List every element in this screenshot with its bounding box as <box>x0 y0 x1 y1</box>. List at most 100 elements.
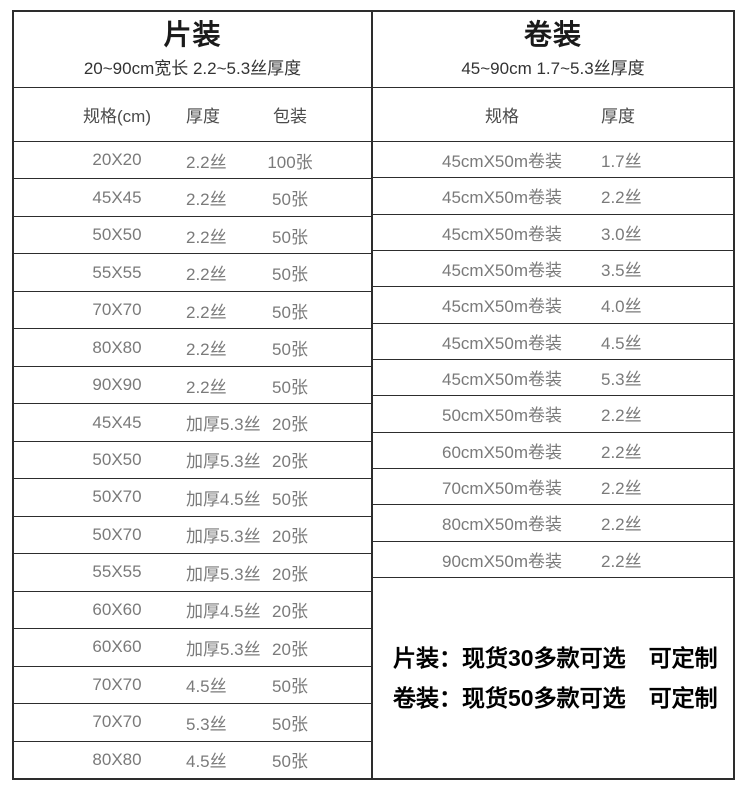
table-row: 60X60 加厚4.5丝 20张 <box>14 592 371 630</box>
table-row: 50X50 2.2丝 50张 <box>14 217 371 255</box>
thickness-cell: 2.2丝 <box>186 227 227 247</box>
thickness-cell: 5.3丝 <box>601 370 642 390</box>
spec-cell: 60cmX50m卷装 <box>442 442 562 462</box>
spec-cell: 50X50 <box>92 225 142 245</box>
pack-cell: 50张 <box>272 377 308 397</box>
spec-cell: 55X55 <box>92 562 142 582</box>
roll-pack-header: 卷装 45~90cm 1.7~5.3丝厚度 <box>373 12 733 88</box>
roll-pack-rows: 45cmX50m卷装 1.7丝 45cmX50m卷装 2.2丝 45cmX50m… <box>373 142 733 578</box>
spec-cell: 50X50 <box>92 449 142 469</box>
table-row: 45X45 加厚5.3丝 20张 <box>14 404 371 442</box>
thickness-cell: 加厚5.3丝 <box>186 452 261 472</box>
table-row: 70cmX50m卷装 2.2丝 <box>373 469 733 506</box>
thickness-cell: 3.0丝 <box>601 224 642 244</box>
spec-cell: 45cmX50m卷装 <box>442 297 562 317</box>
thickness-cell: 2.2丝 <box>601 406 642 426</box>
thickness-cell: 2.2丝 <box>601 551 642 571</box>
pack-cell: 50张 <box>272 489 308 509</box>
spec-cell: 50X70 <box>92 487 142 507</box>
column-header-pack: 包装 <box>273 107 307 126</box>
pack-cell: 20张 <box>272 639 308 659</box>
spec-cell: 45cmX50m卷装 <box>442 188 562 208</box>
pack-cell: 20张 <box>272 452 308 472</box>
table-row: 55X55 2.2丝 50张 <box>14 254 371 292</box>
table-row: 50cmX50m卷装 2.2丝 <box>373 396 733 433</box>
spec-cell: 20X20 <box>92 150 142 170</box>
table-row: 90X90 2.2丝 50张 <box>14 367 371 405</box>
table-row: 60X60 加厚5.3丝 20张 <box>14 629 371 667</box>
thickness-cell: 加厚5.3丝 <box>186 415 261 435</box>
pack-cell: 50张 <box>272 752 308 772</box>
table-row: 80X80 4.5丝 50张 <box>14 742 371 778</box>
table-row: 50X50 加厚5.3丝 20张 <box>14 442 371 480</box>
pack-cell: 50张 <box>272 302 308 322</box>
thickness-cell: 2.2丝 <box>601 479 642 499</box>
thickness-cell: 2.2丝 <box>601 442 642 462</box>
roll-pack-column-header: 规格 厚度 <box>373 88 733 142</box>
spec-cell: 70cmX50m卷装 <box>442 479 562 499</box>
spec-cell: 45cmX50m卷装 <box>442 152 562 172</box>
roll-pack-panel: 卷装 45~90cm 1.7~5.3丝厚度 规格 厚度 45cmX50m卷装 1… <box>373 12 733 778</box>
table-row: 90cmX50m卷装 2.2丝 <box>373 542 733 578</box>
table-row: 45cmX50m卷装 3.5丝 <box>373 251 733 288</box>
table-row: 50X70 加厚4.5丝 50张 <box>14 479 371 517</box>
spec-cell: 70X70 <box>92 674 142 694</box>
spec-cell: 50X70 <box>92 524 142 544</box>
sheet-pack-subtitle: 20~90cm宽长 2.2~5.3丝厚度 <box>83 59 302 79</box>
pack-cell: 50张 <box>272 714 308 734</box>
column-header-thickness: 厚度 <box>601 107 635 126</box>
table-row: 70X70 5.3丝 50张 <box>14 704 371 742</box>
spec-table-box: 片装 20~90cm宽长 2.2~5.3丝厚度 规格(cm) 厚度 包装 20X… <box>12 10 735 780</box>
spec-cell: 45X45 <box>92 187 142 207</box>
thickness-cell: 2.2丝 <box>186 302 227 322</box>
spec-cell: 80X80 <box>92 749 142 769</box>
table-row: 55X55 加厚5.3丝 20张 <box>14 554 371 592</box>
table-row: 45X45 2.2丝 50张 <box>14 179 371 217</box>
thickness-cell: 2.2丝 <box>186 377 227 397</box>
thickness-cell: 2.2丝 <box>601 515 642 535</box>
table-row: 20X20 2.2丝 100张 <box>14 142 371 180</box>
thickness-cell: 2.2丝 <box>186 340 227 360</box>
sheet-pack-note: 片装：现货30多款可选 可定制 <box>393 645 718 671</box>
thickness-cell: 2.2丝 <box>186 152 227 172</box>
thickness-cell: 1.7丝 <box>601 152 642 172</box>
spec-cell: 60X60 <box>92 637 142 657</box>
sheet-pack-title: 片装 <box>163 18 222 50</box>
spec-cell: 45cmX50m卷装 <box>442 370 562 390</box>
pack-cell: 50张 <box>272 227 308 247</box>
table-row: 45cmX50m卷装 2.2丝 <box>373 178 733 215</box>
spec-cell: 80cmX50m卷装 <box>442 515 562 535</box>
sheet-pack-header: 片装 20~90cm宽长 2.2~5.3丝厚度 <box>14 12 371 88</box>
availability-note: 片装：现货30多款可选 可定制 卷装：现货50多款可选 可定制 <box>373 578 733 778</box>
pack-cell: 20张 <box>272 415 308 435</box>
pack-cell: 50张 <box>272 340 308 360</box>
spec-cell: 90X90 <box>92 375 142 395</box>
table-row: 45cmX50m卷装 4.5丝 <box>373 324 733 360</box>
thickness-cell: 加厚4.5丝 <box>186 489 261 509</box>
roll-pack-subtitle: 45~90cm 1.7~5.3丝厚度 <box>461 59 645 79</box>
pack-cell: 20张 <box>272 564 308 584</box>
thickness-cell: 3.5丝 <box>601 261 642 281</box>
spec-cell: 45cmX50m卷装 <box>442 261 562 281</box>
column-header-spec: 规格 <box>485 107 519 126</box>
pack-cell: 50张 <box>272 265 308 285</box>
thickness-cell: 4.5丝 <box>601 333 642 353</box>
thickness-cell: 加厚4.5丝 <box>186 602 261 622</box>
sheet-pack-rows: 20X20 2.2丝 100张 45X45 2.2丝 50张 50X50 2.2… <box>14 142 371 778</box>
thickness-cell: 2.2丝 <box>186 265 227 285</box>
pack-cell: 20张 <box>272 602 308 622</box>
spec-cell: 45X45 <box>92 412 142 432</box>
thickness-cell: 2.2丝 <box>601 188 642 208</box>
spec-cell: 70X70 <box>92 300 142 320</box>
thickness-cell: 加厚5.3丝 <box>186 527 261 547</box>
roll-pack-note: 卷装：现货50多款可选 可定制 <box>393 685 718 711</box>
spec-cell: 45cmX50m卷装 <box>442 333 562 353</box>
table-row: 70X70 4.5丝 50张 <box>14 667 371 705</box>
thickness-cell: 4.0丝 <box>601 297 642 317</box>
column-header-thickness: 厚度 <box>186 107 220 126</box>
table-row: 50X70 加厚5.3丝 20张 <box>14 517 371 555</box>
table-row: 60cmX50m卷装 2.2丝 <box>373 433 733 469</box>
table-row: 45cmX50m卷装 4.0丝 <box>373 287 733 324</box>
spec-cell: 45cmX50m卷装 <box>442 224 562 244</box>
